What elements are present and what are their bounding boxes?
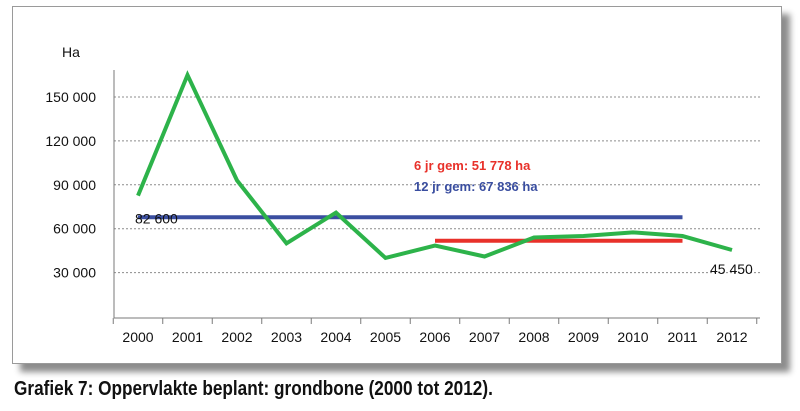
data-label: 82 600 (135, 211, 178, 227)
average-lines (138, 215, 683, 243)
x-tick-label: 2007 (469, 329, 500, 345)
y-tick-label: 90 000 (53, 177, 96, 193)
y-axis-label: Ha (62, 44, 80, 60)
area-planted-line (136, 70, 733, 261)
x-tick-label: 2005 (370, 329, 401, 345)
data-annotations: 82 600 45 450 (135, 211, 753, 277)
x-tick-label: 2010 (617, 329, 648, 345)
y-tick-labels: 30 000 60 000 90 000 120 000 150 000 (45, 89, 96, 281)
twelve-year-average-label: 12 jr gem: 67 836 ha (414, 179, 538, 194)
x-tick-label: 2012 (716, 329, 747, 345)
figure-caption: Grafiek 7: Oppervlakte beplant: grondbon… (14, 378, 493, 400)
y-tick-label: 30 000 (53, 265, 96, 281)
x-tick-label: 2003 (271, 329, 302, 345)
x-tick-label: 2004 (320, 329, 351, 345)
y-tick-label: 60 000 (53, 221, 96, 237)
x-tick-label: 2006 (419, 329, 450, 345)
x-tick-label: 2011 (667, 329, 697, 345)
series-lines (136, 70, 733, 261)
x-tick-label: 2001 (172, 329, 203, 345)
six-year-average-label: 6 jr gem: 51 778 ha (414, 158, 531, 173)
axes (112, 70, 760, 324)
x-tick-label: 2009 (568, 329, 599, 345)
x-tick-label: 2008 (518, 329, 549, 345)
data-label: 45 450 (710, 261, 753, 277)
average-legend: 6 jr gem: 51 778 ha 12 jr gem: 67 836 ha (414, 158, 538, 194)
y-tick-label: 150 000 (45, 89, 96, 105)
x-tick-labels: 2000 2001 2002 2003 2004 2005 2006 2007 2008 2009… (122, 329, 747, 345)
x-tick-label: 2000 (122, 329, 153, 345)
y-tick-label: 120 000 (45, 133, 96, 149)
x-tick-label: 2002 (221, 329, 252, 345)
